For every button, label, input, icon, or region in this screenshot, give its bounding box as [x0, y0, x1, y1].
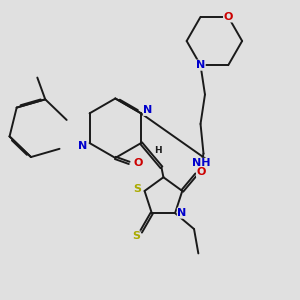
Text: N: N — [78, 141, 87, 151]
Text: S: S — [134, 184, 142, 194]
Text: NH: NH — [192, 158, 211, 168]
Text: H: H — [154, 146, 162, 155]
Text: N: N — [196, 60, 205, 70]
Text: N: N — [143, 105, 153, 116]
Text: O: O — [134, 158, 143, 168]
Text: O: O — [224, 12, 233, 22]
Text: O: O — [196, 167, 206, 177]
Text: N: N — [177, 208, 187, 218]
Text: S: S — [132, 231, 140, 241]
